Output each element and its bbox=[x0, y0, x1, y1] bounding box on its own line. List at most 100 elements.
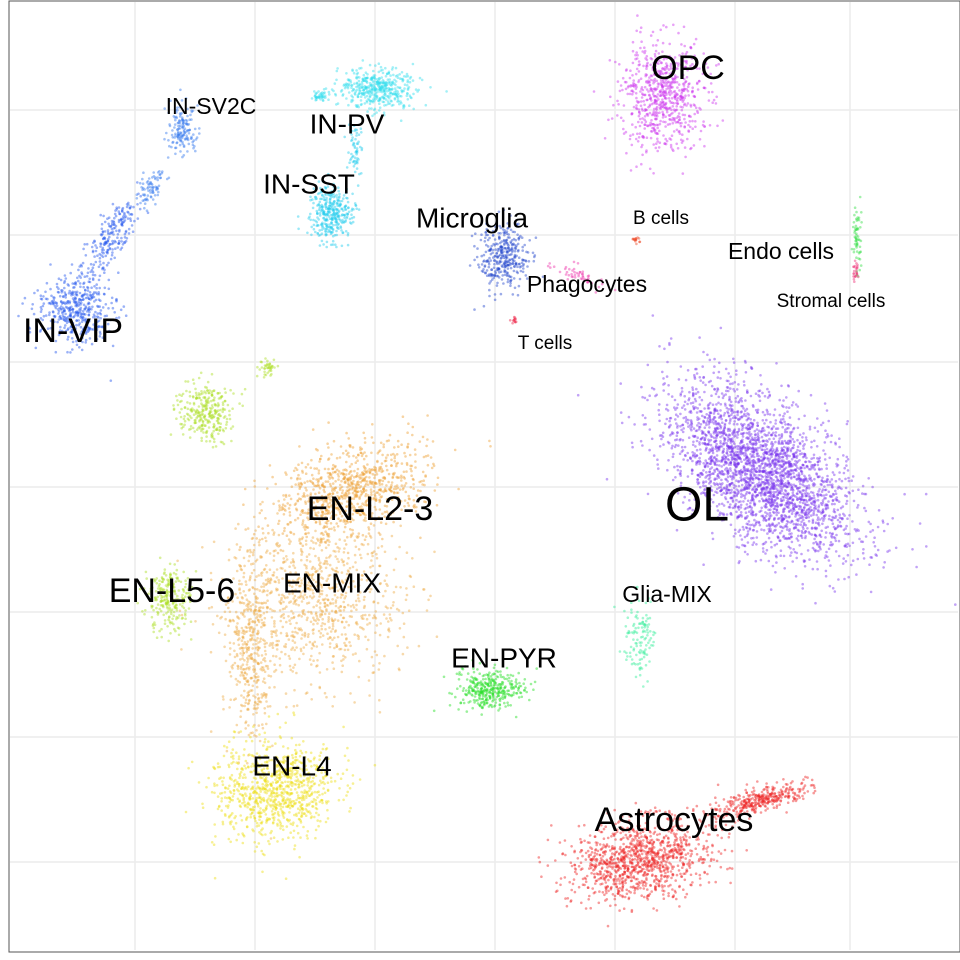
data-point bbox=[758, 499, 761, 503]
data-point bbox=[514, 238, 517, 242]
data-point bbox=[681, 96, 684, 100]
data-point bbox=[505, 255, 508, 259]
data-point bbox=[635, 51, 638, 54]
data-point bbox=[85, 274, 89, 278]
data-point bbox=[708, 124, 712, 127]
data-point bbox=[360, 86, 364, 89]
data-point bbox=[335, 233, 339, 237]
data-point bbox=[873, 536, 876, 539]
data-point bbox=[731, 506, 735, 510]
data-point bbox=[769, 540, 773, 544]
data-point bbox=[796, 426, 800, 430]
data-point bbox=[641, 109, 644, 112]
data-point bbox=[739, 503, 743, 507]
data-point bbox=[616, 114, 619, 117]
data-point bbox=[733, 504, 737, 508]
data-point bbox=[59, 278, 63, 282]
data-point bbox=[618, 63, 621, 66]
data-point bbox=[173, 136, 176, 139]
data-point bbox=[64, 293, 67, 297]
data-point bbox=[623, 80, 627, 84]
data-point bbox=[612, 103, 615, 107]
data-point bbox=[670, 96, 674, 100]
data-point bbox=[192, 139, 196, 142]
data-point bbox=[646, 363, 650, 367]
data-point bbox=[857, 488, 860, 492]
data-point bbox=[87, 267, 90, 270]
data-point bbox=[683, 394, 686, 398]
data-point bbox=[679, 94, 682, 98]
data-point bbox=[656, 85, 660, 88]
data-point bbox=[855, 271, 858, 275]
data-point bbox=[493, 298, 497, 302]
data-point bbox=[646, 61, 649, 65]
data-point bbox=[183, 131, 187, 135]
data-point bbox=[672, 77, 675, 81]
data-point bbox=[94, 260, 98, 264]
data-point bbox=[194, 149, 197, 153]
data-point bbox=[645, 58, 649, 61]
data-point bbox=[186, 107, 189, 111]
data-point bbox=[45, 281, 49, 285]
data-point bbox=[806, 549, 810, 552]
data-point bbox=[95, 246, 99, 249]
data-point bbox=[722, 473, 725, 476]
data-point bbox=[760, 383, 763, 386]
data-point bbox=[845, 524, 848, 528]
data-point bbox=[497, 235, 501, 238]
data-point bbox=[107, 287, 111, 291]
data-point bbox=[715, 95, 718, 99]
data-point bbox=[675, 101, 678, 105]
data-point bbox=[319, 204, 322, 208]
data-point bbox=[98, 256, 102, 260]
data-point bbox=[656, 70, 659, 73]
data-point bbox=[180, 99, 184, 102]
data-point bbox=[180, 119, 184, 122]
data-point bbox=[548, 262, 551, 265]
data-point bbox=[386, 78, 390, 81]
data-point bbox=[349, 79, 352, 82]
data-point bbox=[410, 96, 413, 100]
data-point bbox=[831, 532, 834, 535]
data-point bbox=[653, 112, 657, 115]
data-point bbox=[701, 123, 705, 127]
data-point bbox=[616, 99, 619, 103]
plot-background bbox=[8, 0, 960, 953]
data-point bbox=[514, 317, 517, 321]
data-point bbox=[671, 77, 674, 80]
data-point bbox=[183, 127, 187, 130]
data-point bbox=[648, 84, 651, 87]
data-point bbox=[780, 529, 784, 533]
data-point bbox=[21, 302, 24, 305]
data-point bbox=[146, 194, 150, 197]
data-point bbox=[78, 274, 81, 278]
data-point bbox=[368, 95, 372, 99]
data-point bbox=[829, 564, 832, 567]
data-point bbox=[646, 112, 649, 116]
data-point bbox=[676, 147, 680, 150]
data-point bbox=[73, 286, 76, 289]
data-point bbox=[549, 266, 552, 269]
data-point bbox=[762, 454, 766, 457]
data-point bbox=[101, 266, 104, 270]
data-point bbox=[690, 57, 694, 60]
data-point bbox=[657, 62, 660, 65]
data-point bbox=[818, 488, 821, 491]
data-point bbox=[695, 387, 698, 391]
data-point bbox=[656, 137, 659, 141]
data-point bbox=[831, 515, 834, 519]
data-point bbox=[510, 252, 513, 256]
data-point bbox=[686, 85, 690, 88]
data-point bbox=[797, 504, 800, 508]
data-point bbox=[370, 100, 374, 103]
data-point bbox=[169, 99, 172, 102]
data-point bbox=[664, 101, 668, 105]
data-point bbox=[676, 415, 680, 418]
data-point bbox=[624, 87, 628, 91]
data-point bbox=[506, 267, 510, 270]
data-point bbox=[665, 87, 668, 91]
data-point bbox=[629, 84, 633, 87]
data-point bbox=[64, 296, 67, 299]
data-point bbox=[306, 231, 309, 235]
data-point bbox=[165, 177, 169, 181]
